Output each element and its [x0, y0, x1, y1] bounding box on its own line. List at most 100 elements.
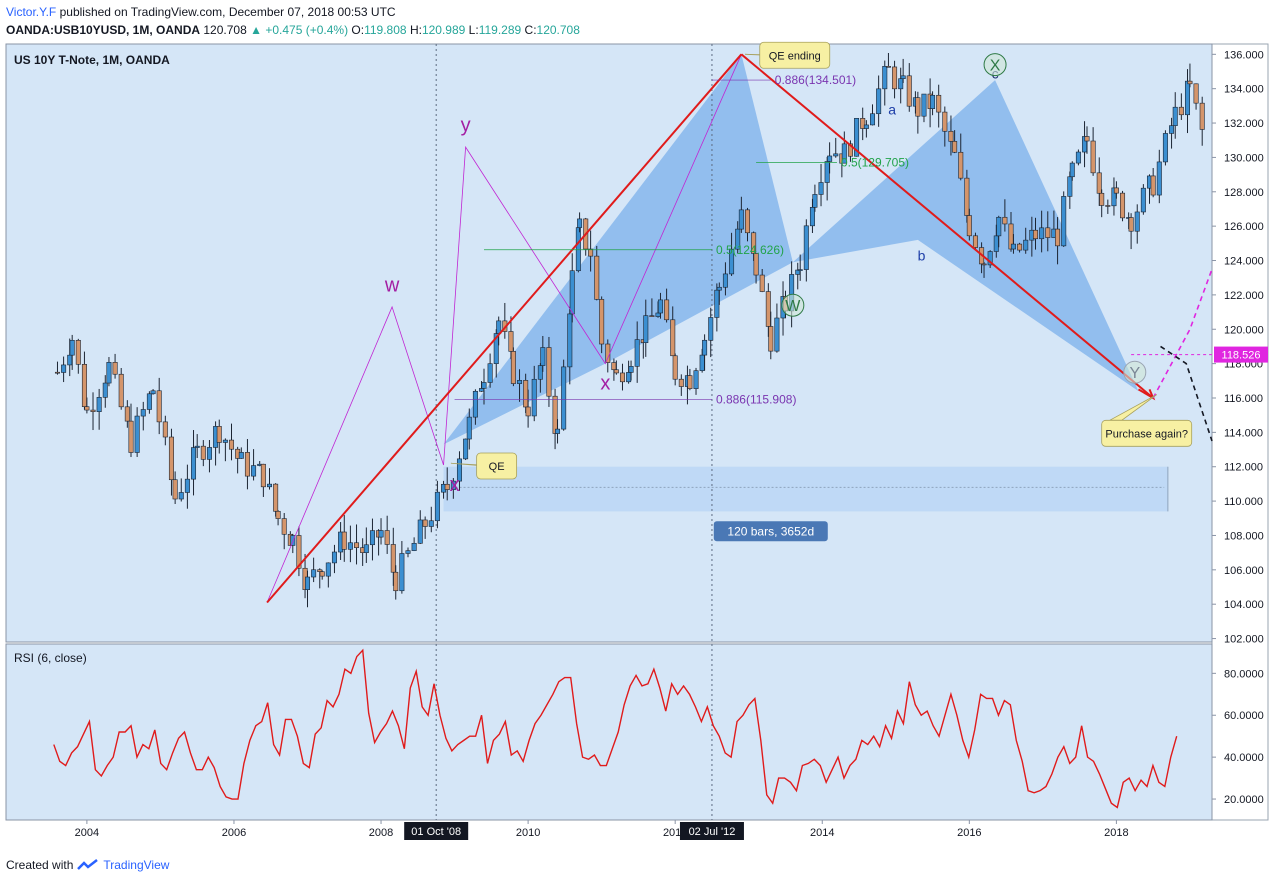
- candle-body: [1193, 83, 1199, 104]
- close-label: C:: [524, 23, 537, 37]
- callout-box[interactable]: [476, 452, 518, 480]
- candle-body: [803, 225, 809, 270]
- rsi-tick-label: 60.0000: [1224, 710, 1264, 722]
- candle-body: [546, 347, 552, 397]
- candle-body: [942, 111, 948, 132]
- circled-wave-marker: [983, 53, 1007, 77]
- fib-label: 0.5(124.626): [716, 243, 784, 257]
- candle-body: [827, 155, 833, 162]
- candle-body: [325, 562, 331, 577]
- symbol-name[interactable]: OANDA:USB10YUSD, 1M, OANDA: [6, 23, 201, 37]
- candle-body: [517, 380, 523, 384]
- candle-body: [216, 426, 222, 443]
- candle-body: [61, 364, 67, 373]
- candle-body: [898, 78, 904, 90]
- rsi-tick-label: 40.0000: [1224, 752, 1264, 764]
- candle-body: [588, 248, 594, 257]
- callout-box[interactable]: [759, 41, 831, 69]
- candle-body: [146, 393, 152, 410]
- close-value: 120.708: [536, 23, 580, 37]
- price-change: +0.475 (+0.4%): [265, 23, 349, 37]
- candle-body: [118, 373, 124, 408]
- candle-body: [841, 143, 847, 164]
- time-marker-bg: [679, 822, 744, 840]
- candle-body: [510, 351, 516, 384]
- subwave-label: b: [918, 248, 926, 264]
- date-range-badge: [713, 521, 828, 542]
- candle-body: [168, 436, 174, 481]
- candle-body: [981, 263, 987, 266]
- candle-body: [1090, 140, 1096, 174]
- candle-body: [626, 372, 632, 383]
- fib-label: 0.886(115.908): [716, 393, 797, 407]
- chart-canvas[interactable]: US 10Y T-Note, 1M, OANDA RSI (6, close) 10…: [0, 40, 1274, 858]
- rsi-pane-bg: [6, 644, 1212, 820]
- callout-box[interactable]: [1101, 419, 1193, 447]
- candle-body: [693, 370, 699, 389]
- callout-text: QE ending: [769, 50, 821, 62]
- candle-body: [765, 291, 771, 327]
- candle-body: [244, 452, 250, 477]
- candle-body: [735, 228, 741, 250]
- candle-body: [1120, 192, 1126, 219]
- open-label: O:: [351, 23, 365, 37]
- high-label: H:: [409, 23, 422, 37]
- wave-label: x: [450, 474, 460, 496]
- candle-body: [993, 235, 999, 252]
- time-tick-label: 2008: [369, 827, 393, 839]
- candle-body: [1172, 106, 1178, 126]
- candle-body: [619, 372, 625, 383]
- candle-body: [753, 253, 759, 276]
- candle-body: [1150, 175, 1156, 196]
- fib-label: 0.5(129.705): [841, 155, 909, 169]
- high-value: 120.989: [421, 23, 466, 37]
- candle-body: [106, 362, 112, 384]
- candle-body: [555, 428, 561, 434]
- candle-body: [411, 542, 417, 551]
- time-tick-label: 2018: [1104, 827, 1128, 839]
- circled-wave-label: X: [990, 58, 1001, 75]
- time-tick-label: 2006: [222, 827, 246, 839]
- rsi-pane-border: [5, 643, 1213, 821]
- rsi-tick-label: 80.0000: [1224, 668, 1264, 680]
- wave-label: w: [384, 274, 400, 296]
- candle-body: [1099, 192, 1105, 206]
- candle-body: [722, 273, 728, 288]
- fib-levels: 0.886(134.501) 0.5(129.705) 0.5(124.626) 0.…: [454, 73, 909, 407]
- candle-body: [96, 397, 102, 412]
- fib-label: 0.886(134.501): [775, 73, 856, 87]
- candle-body: [124, 406, 130, 422]
- time-tick-label: 2014: [810, 827, 834, 839]
- candle-body: [714, 289, 720, 318]
- price-tag-label: 118.526: [1222, 350, 1261, 362]
- candle-body: [1178, 106, 1184, 116]
- candle-body: [428, 520, 434, 527]
- candle-body: [194, 445, 200, 448]
- candle-body: [1128, 217, 1134, 232]
- candle-body: [273, 483, 279, 512]
- author-link[interactable]: Victor.Y.F: [6, 5, 57, 19]
- candle-body: [552, 395, 558, 434]
- time-tick-label: 2004: [75, 827, 99, 839]
- wave-path: [266, 54, 742, 603]
- candle-body: [892, 66, 898, 90]
- candle-body: [605, 343, 611, 363]
- trend-line-up: [266, 53, 743, 604]
- price-axis-ticks: 102.000 104.000 106.000 108.000 110.000 112.0…: [1212, 49, 1264, 646]
- candle-body: [128, 420, 134, 453]
- candle-body: [882, 66, 888, 90]
- candle-body: [561, 366, 567, 430]
- tradingview-link[interactable]: TradingView: [103, 858, 170, 872]
- candle-body: [1033, 229, 1039, 240]
- price-tick-label: 102.000: [1224, 634, 1264, 646]
- callout-text: Purchase again?: [1105, 428, 1188, 440]
- price-tick-label: 124.000: [1224, 256, 1264, 268]
- time-marker-label: 01 Oct '08: [411, 826, 461, 838]
- price-tick-label: 130.000: [1224, 152, 1264, 164]
- tradingview-logo-icon: [77, 859, 99, 870]
- wave-label: x: [600, 372, 610, 394]
- candle-body: [964, 177, 970, 216]
- candle-body: [378, 530, 384, 538]
- candle-body: [354, 542, 360, 548]
- candle-body: [716, 286, 722, 291]
